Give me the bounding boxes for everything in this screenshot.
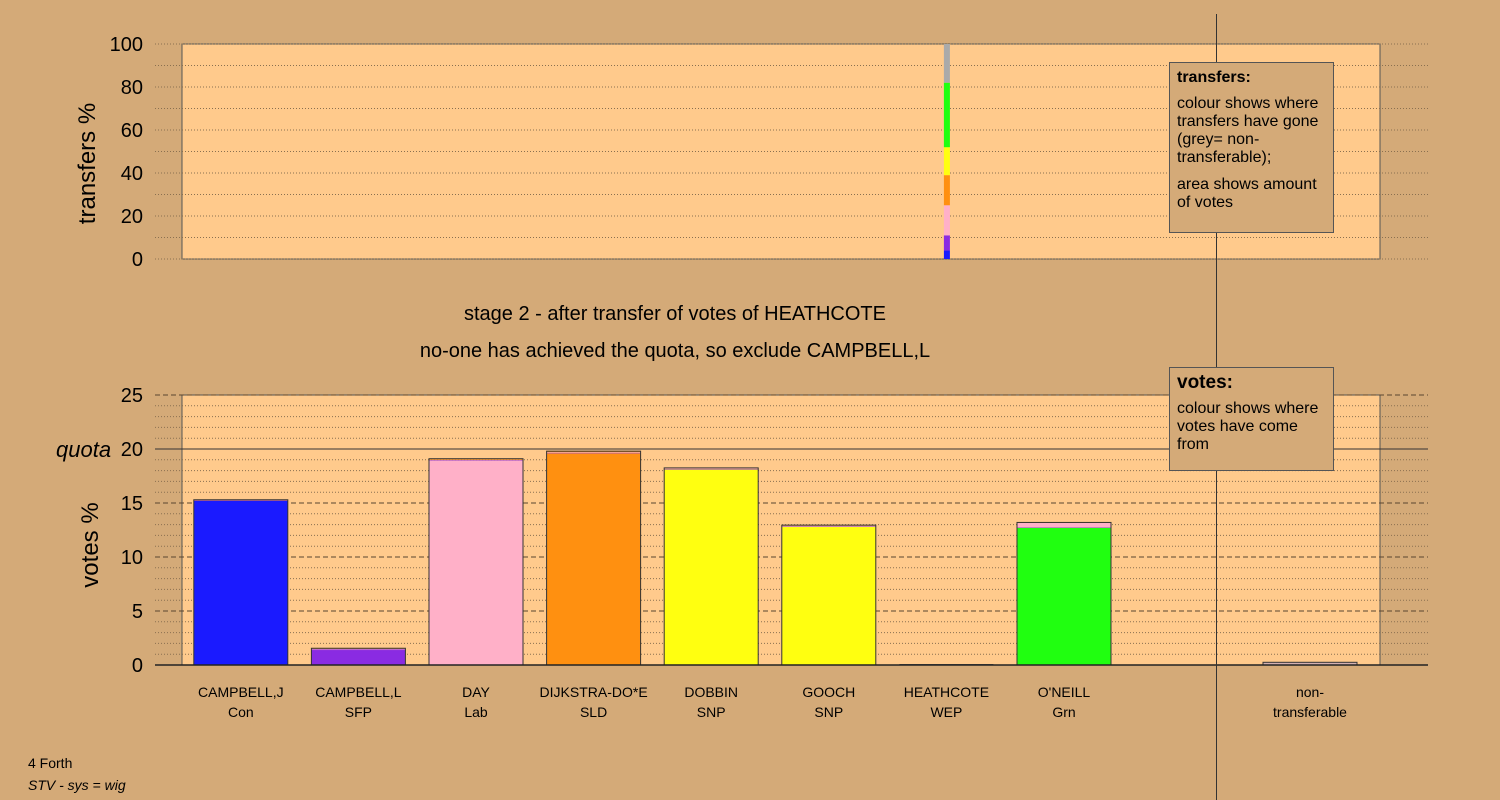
candidate-party-label: Lab	[464, 704, 488, 720]
candidate-party-label: SNP	[814, 704, 843, 720]
transfer-stack-segment	[943, 147, 950, 176]
candidate-bar-segment	[311, 649, 406, 651]
candidate-bar-segment	[664, 468, 759, 470]
candidate-name-label: CAMPBELL,L	[315, 684, 402, 700]
candidate-bar-segment	[429, 459, 523, 461]
transfers-legend-line: area shows amount of votes	[1177, 176, 1317, 211]
candidate-bar-segment	[311, 648, 406, 650]
footer-constituency: 4 Forth	[28, 755, 73, 771]
candidate-name-label: CAMPBELL,J	[198, 684, 284, 700]
votes-legend-title: votes:	[1177, 372, 1233, 393]
stage-title: stage 2 - after transfer of votes of HEA…	[464, 303, 886, 325]
transfer-stack-segment	[943, 44, 950, 83]
candidate-name-label: GOOCH	[802, 684, 855, 700]
stage-note: no-one has achieved the quota, so exclud…	[420, 340, 930, 362]
votes-y-tick-label: 15	[121, 493, 143, 515]
footer-system: STV - sys = wig	[28, 777, 126, 793]
transfers-y-tick-label: 60	[121, 120, 143, 142]
votes-legend-line: colour shows where votes have come from	[1177, 400, 1319, 453]
votes-legend: votes: colour shows where votes have com…	[1169, 367, 1334, 471]
votes-y-tick-label: 0	[132, 655, 143, 677]
quota-label: quota	[56, 437, 111, 462]
candidate-bar-segment	[781, 526, 876, 665]
candidate-bar-segment	[546, 452, 641, 453]
candidate-bar-segment	[664, 468, 759, 469]
candidate-party-label: SNP	[697, 704, 726, 720]
transfers-y-tick-label: 100	[110, 34, 143, 56]
votes-y-tick-label: 5	[132, 601, 143, 623]
candidate-bar-segment	[781, 525, 876, 527]
nontransferable-label: transferable	[1273, 704, 1347, 720]
candidate-bar-segment	[1017, 522, 1111, 528]
candidate-party-label: SFP	[345, 704, 372, 720]
nontransferable-label: non-	[1296, 684, 1324, 700]
transfers-y-tick-label: 80	[121, 77, 143, 99]
candidate-party-label: WEP	[930, 704, 962, 720]
candidate-name-label: DIJKSTRA-DO*E	[540, 684, 648, 700]
candidate-name-label: DAY	[462, 684, 490, 700]
candidate-bar-segment	[1017, 527, 1111, 665]
candidate-bar-segment	[193, 500, 288, 501]
candidate-bar-segment	[781, 526, 876, 527]
candidate-party-label: SLD	[580, 704, 607, 720]
candidate-bar-segment	[429, 460, 523, 665]
transfer-stack-segment	[943, 250, 950, 259]
candidate-bar-segment	[429, 458, 523, 460]
votes-y-axis-label: votes %	[77, 502, 104, 587]
candidate-bar-segment	[546, 453, 641, 665]
transfers-legend-line: colour shows where transfers have gone (…	[1177, 95, 1319, 166]
transfer-stack-segment	[943, 235, 950, 251]
candidate-bar-segment	[429, 460, 523, 461]
candidate-name-label: DOBBIN	[684, 684, 738, 700]
candidate-name-label: HEATHCOTE	[904, 684, 989, 700]
votes-y-tick-label: 25	[121, 385, 143, 407]
candidate-bar-segment	[546, 452, 641, 454]
candidate-name-label: O'NEILL	[1038, 684, 1091, 700]
candidate-bar-segment	[546, 451, 641, 453]
transfer-stack-segment	[943, 175, 950, 206]
transfers-legend-title: transfers:	[1177, 69, 1251, 86]
votes-y-tick-label: 20	[121, 439, 143, 461]
transfer-stack-segment	[943, 205, 950, 236]
candidate-bar-segment	[664, 469, 759, 665]
transfers-y-axis-label: transfers %	[74, 103, 101, 224]
transfers-legend: transfers: colour shows where transfers …	[1169, 62, 1334, 233]
candidate-bar-segment	[311, 650, 406, 665]
candidate-bar-segment	[1017, 527, 1111, 528]
transfers-y-tick-label: 20	[121, 206, 143, 228]
transfers-y-tick-label: 0	[132, 249, 143, 271]
transfers-y-tick-label: 40	[121, 163, 143, 185]
candidate-bar-segment	[193, 500, 288, 665]
candidate-party-label: Grn	[1052, 704, 1075, 720]
votes-y-tick-label: 10	[121, 547, 143, 569]
candidate-party-label: Con	[228, 704, 254, 720]
transfer-stack-segment	[943, 82, 950, 148]
